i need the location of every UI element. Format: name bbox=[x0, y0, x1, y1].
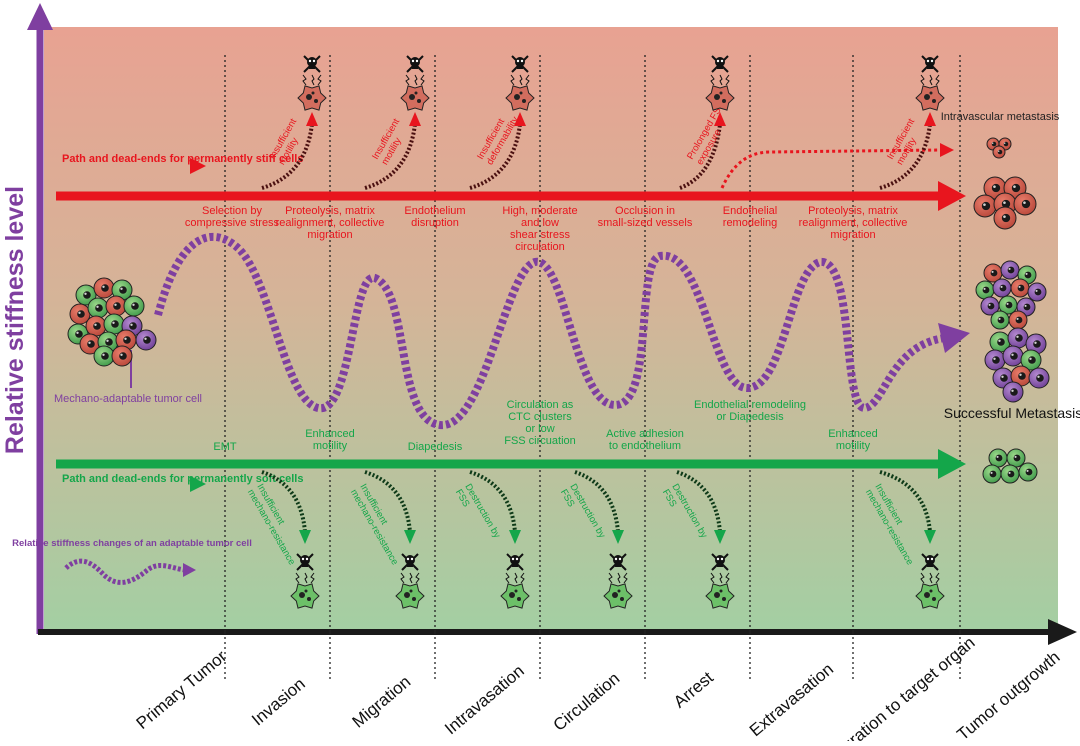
stiff-stage-labels: Selection by compressive stressProteolysi… bbox=[185, 205, 907, 253]
stiff-label-1: Proteolysis, matrix realignment, collecti… bbox=[276, 205, 385, 241]
soft-path-arrow bbox=[56, 449, 966, 492]
successful-metastasis-cluster-mid bbox=[984, 327, 1050, 403]
cell-clusters bbox=[67, 137, 1050, 484]
stage-labels: Primary Tumor Invasion Migration Intrava… bbox=[133, 633, 1064, 746]
intravascular-metastasis-cluster bbox=[986, 137, 1012, 159]
dead-cell-soft-5 bbox=[915, 553, 945, 609]
legend-wave bbox=[64, 558, 186, 585]
successful-metastasis-label: Successful Metastasis bbox=[944, 405, 1080, 421]
stage-intravasation: Intravasation bbox=[441, 661, 528, 738]
stiff-detour-path bbox=[720, 148, 941, 189]
soft-label-4: Active adhesion to endothelium bbox=[606, 428, 684, 452]
legend-wave-arrowhead bbox=[183, 563, 196, 577]
soft-label-6: Enhanced motility bbox=[828, 428, 878, 452]
stiff-path-label: Path and dead-ends for permanently stiff… bbox=[62, 153, 303, 165]
stiff-label-5: Endothelial remodeling bbox=[723, 205, 777, 229]
x-axis bbox=[38, 619, 1077, 645]
stiff-path-arrow bbox=[56, 158, 966, 211]
soft-label-3: Circulation as CTC clusters or low FSS circ… bbox=[504, 399, 576, 447]
stage-invasion: Invasion bbox=[248, 674, 309, 729]
dead-cell-stiff-4 bbox=[915, 55, 945, 111]
primary-tumor-cluster bbox=[67, 277, 157, 367]
dead-cell-stiff-3 bbox=[705, 55, 735, 111]
soft-label-1: Enhanced motility bbox=[305, 428, 355, 452]
stiff-label-3: High, moderate and low shear stress circula… bbox=[502, 205, 577, 253]
soft-label-2: Diapedesis bbox=[408, 441, 463, 453]
stage-circulation: Circulation bbox=[550, 669, 624, 735]
soft-label-0: EMT bbox=[213, 441, 237, 453]
stiff-label-0: Selection by compressive stress bbox=[185, 205, 280, 229]
dead-cell-soft-4 bbox=[705, 553, 735, 609]
stage-extravasation: Extravasation bbox=[746, 659, 837, 740]
soft-stage-labels: EMT Enhanced motility Diapedesis Circulation… bbox=[213, 399, 877, 453]
stage-migration: Migration bbox=[349, 672, 415, 731]
intravascular-metastasis-label: Intravascular metastasis bbox=[941, 111, 1060, 123]
legend-label: Relative stiffness changes of an adaptab… bbox=[12, 538, 252, 549]
dead-cell-soft-3 bbox=[603, 553, 633, 609]
dead-cell-stiff-0 bbox=[297, 55, 327, 111]
soft-outcome-cluster bbox=[982, 448, 1038, 484]
dead-cell-soft-0 bbox=[290, 553, 320, 609]
stiff-label-6: Proteolysis, matrix realignment, collecti… bbox=[799, 205, 908, 241]
stiff-label-2: Endothelium disruption bbox=[404, 205, 465, 229]
stiff-outcome-cluster bbox=[973, 176, 1037, 230]
stage-tumor-outgrowth: Tumor outgrowth bbox=[953, 647, 1063, 741]
dead-cell-soft-1 bbox=[395, 553, 425, 609]
background-panel bbox=[44, 27, 1058, 632]
stage-primary-tumor: Primary Tumor bbox=[133, 646, 231, 732]
dead-cell-soft-2 bbox=[500, 553, 530, 609]
adaptable-cell-label: Mechano-adaptable tumor cell bbox=[54, 393, 202, 405]
successful-metastasis-cluster-top bbox=[975, 260, 1047, 330]
adaptable-wave-arrowhead bbox=[938, 323, 970, 353]
soft-label-5: Endothelial remodeling or Diapedesis bbox=[694, 399, 806, 423]
soft-path-label: Path and dead-ends for permanently soft … bbox=[62, 473, 303, 485]
stage-migration-to-target-organ: Migration to target organ bbox=[824, 633, 978, 741]
dead-cell-stiff-2 bbox=[505, 55, 535, 111]
y-axis bbox=[27, 3, 53, 634]
stage-arrest: Arrest bbox=[670, 668, 717, 712]
stiff-label-4: Occlusion in small-sized vessels bbox=[598, 205, 693, 229]
y-axis-label: Relative stiffness level bbox=[1, 186, 29, 454]
dead-cell-stiff-1 bbox=[400, 55, 430, 111]
stiff-detour-arrowhead bbox=[940, 143, 954, 157]
stiff-dead-end-1: Insufficientmotility bbox=[364, 55, 430, 190]
